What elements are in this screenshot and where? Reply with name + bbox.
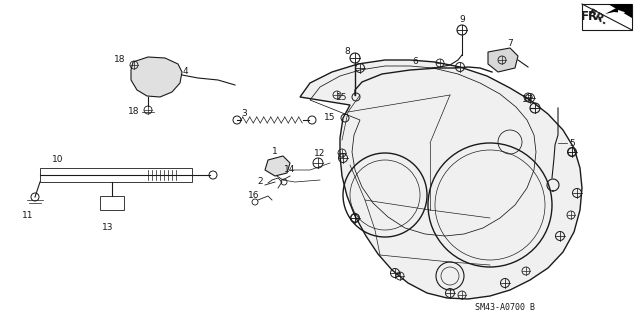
Text: 15: 15 [324, 114, 336, 122]
Text: 14: 14 [284, 165, 296, 174]
Polygon shape [265, 156, 290, 176]
Text: 2: 2 [257, 176, 263, 186]
Text: 3: 3 [241, 108, 247, 117]
Text: 18: 18 [128, 108, 140, 116]
Text: 15: 15 [336, 93, 348, 101]
Text: FR.: FR. [581, 11, 603, 24]
Polygon shape [608, 4, 632, 18]
Text: 11: 11 [22, 211, 34, 219]
Polygon shape [605, 6, 628, 14]
Bar [100, 196, 124, 210]
Bar [40, 168, 192, 182]
Text: 5: 5 [569, 138, 575, 147]
Text: 18: 18 [115, 55, 125, 63]
Text: 1: 1 [272, 146, 278, 155]
Text: 9: 9 [459, 16, 465, 25]
Text: 13: 13 [102, 224, 114, 233]
Text: 17: 17 [522, 95, 534, 105]
Text: ►: ► [618, 6, 626, 16]
Polygon shape [488, 48, 518, 72]
Text: 10: 10 [52, 155, 64, 165]
Text: 4: 4 [182, 68, 188, 77]
Text: 7: 7 [507, 40, 513, 48]
Text: FR.: FR. [586, 9, 609, 27]
Polygon shape [300, 60, 582, 299]
FancyBboxPatch shape [582, 4, 632, 30]
Polygon shape [131, 57, 182, 97]
Text: 12: 12 [314, 149, 326, 158]
Text: 16: 16 [248, 191, 260, 201]
Text: SM43-A0700 B: SM43-A0700 B [475, 303, 535, 313]
Text: 6: 6 [412, 57, 418, 66]
Text: 8: 8 [344, 47, 350, 56]
